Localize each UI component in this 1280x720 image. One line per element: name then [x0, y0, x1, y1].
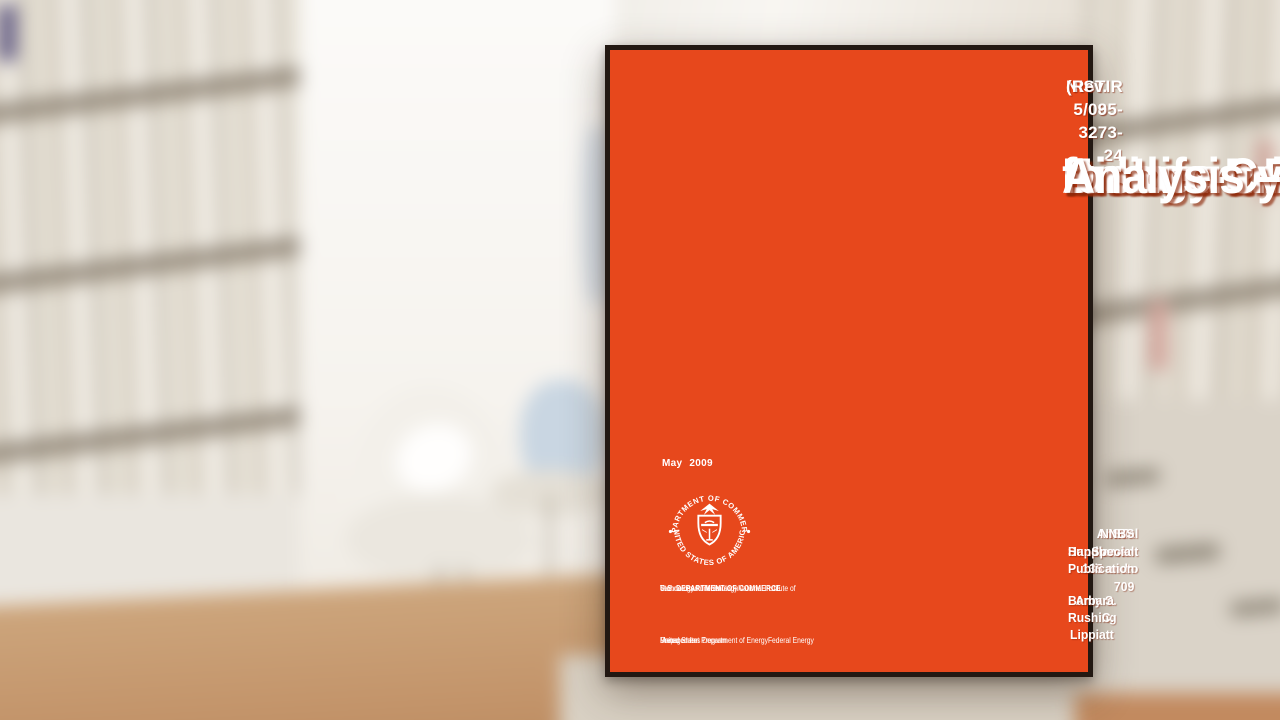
side-table-stem	[548, 495, 552, 607]
supplement-line: Annual Supplement to	[1068, 527, 1139, 576]
report-revision: (Rev. 5/09	[1066, 77, 1108, 119]
title-line: Discount Factors	[1062, 148, 1280, 204]
supplement-line: NBS Special Publication 709	[1068, 527, 1135, 594]
book-spine	[1257, 140, 1272, 198]
publisher-line: Technology AdministrationNational Instit…	[660, 584, 796, 593]
supplement-line: NIST Handbook 135 and	[1068, 527, 1129, 576]
bookshelf-right	[1085, 0, 1280, 455]
publisher-line: Standardsand Technology	[660, 584, 738, 593]
publisher-line: U.S. DEPARTMENT OF COMMERCE	[660, 584, 781, 593]
title-line: Indices and	[1062, 148, 1280, 204]
seal-eagle-icon	[700, 503, 719, 515]
title-line: for Life-Cycle Cost	[1062, 148, 1280, 204]
book-spine	[0, 5, 15, 61]
publication-date: May 2009	[662, 458, 713, 469]
report-number: NISTIR 85-3273-24	[1066, 77, 1123, 165]
title-line: Analysis – 2009	[1062, 148, 1280, 204]
book-spine	[1150, 300, 1167, 370]
seal-shield-icon	[697, 514, 722, 546]
prepared-line: Management Program	[660, 636, 727, 645]
author-name: Barbara C. Lippiatt	[1068, 594, 1114, 642]
department-of-commerce-seal-icon: DEPARTMENT OF COMMERCE UNITED STATES OF …	[663, 485, 751, 567]
prepared-line: Prepared for	[660, 636, 698, 645]
publication-cover: NISTIR 85-3273-24 (Rev. 5/09 Energy Pric…	[605, 45, 1280, 677]
prepared-line: United States Department of EnergyFedera…	[660, 636, 814, 645]
title-line: Energy Price	[1062, 148, 1280, 204]
wood-floor-right	[1075, 693, 1280, 720]
author-name: Amy S. Rushing	[1068, 594, 1117, 625]
